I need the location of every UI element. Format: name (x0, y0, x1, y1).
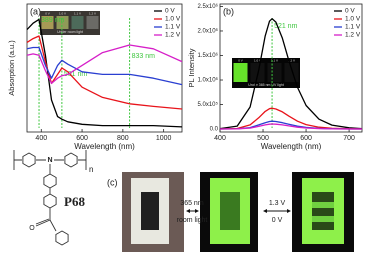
x-axis-label: Wavelength (nm) (74, 142, 135, 151)
inset-swatch (41, 16, 54, 29)
legend-label: 1.0 V (345, 16, 361, 23)
repeat-unit: n (89, 165, 93, 174)
atom-o: O (29, 225, 35, 232)
annotation: 501 nm (64, 71, 88, 78)
inset-caption: Under room light (57, 30, 83, 34)
film-active (220, 192, 240, 230)
ring (55, 230, 69, 246)
x-tick-label: 700 (343, 135, 355, 142)
ring (43, 173, 57, 189)
inset-label: 1.1 V (271, 58, 278, 62)
series-line (26, 18, 183, 128)
y-axis-label: Absorption (a.u.) (7, 40, 16, 96)
x-tick-label: 600 (76, 135, 88, 142)
series-line (219, 107, 363, 130)
x-tick-label: 800 (117, 135, 129, 142)
film-stripe (312, 202, 334, 208)
y-axis-label: PL Intensity (187, 48, 196, 87)
inset-swatch (233, 63, 248, 82)
legend-label: 1.2 V (165, 32, 181, 39)
ring (43, 193, 57, 209)
inset-label: 1.0 V (59, 11, 66, 15)
panel-label: (c) (107, 177, 118, 187)
arrow-label: 365 nm (180, 200, 204, 207)
x-tick-label: 400 (35, 135, 47, 142)
film-active (141, 192, 159, 230)
film-stripe (312, 216, 334, 222)
annotation: 389 nm (41, 17, 65, 24)
inset-swatch (267, 63, 282, 82)
series-line (26, 46, 183, 86)
ring (22, 152, 36, 168)
annotation: 833 nm (132, 53, 156, 60)
arrow-label: room light (177, 217, 208, 224)
inset-caption: Under 365 nm UV light (248, 83, 283, 87)
panel-label: (b) (223, 6, 234, 16)
x-axis-label: Wavelength (nm) (261, 142, 322, 151)
structure (13, 150, 87, 246)
x-tick-label: 400 (214, 135, 226, 142)
ring (64, 152, 78, 168)
inset-label: 0 V (45, 11, 50, 15)
film-active (312, 192, 334, 230)
series-line (26, 35, 183, 110)
series-line (219, 123, 362, 130)
series-line (219, 18, 363, 130)
inset-swatch (86, 16, 99, 29)
atom-n: N (47, 157, 52, 164)
arrow-label: 0 V (272, 217, 283, 224)
y-tick-label: 1.0x10⁶ (198, 77, 219, 84)
legend-label: 1.1 V (345, 24, 361, 31)
plot-frame (219, 3, 363, 133)
inset-label: 1.2 V (89, 11, 96, 15)
arrow-label: 1.3 V (269, 200, 286, 207)
legend-label: 0 V (345, 8, 355, 15)
inset-label: 1.1 V (74, 11, 81, 15)
y-tick-label: 2.0x10⁶ (198, 28, 219, 35)
annotation: 521 nm (274, 23, 298, 30)
x-tick-label: 1000 (156, 135, 172, 142)
y-tick-label: 0.0 (210, 127, 219, 133)
inset-swatch (56, 16, 69, 29)
legend-label: 1.1 V (165, 24, 181, 31)
series-line (26, 44, 183, 85)
plot-frame (26, 3, 183, 133)
x-tick-label: 600 (300, 135, 312, 142)
inset-label: 1.2 V (288, 58, 295, 62)
y-tick-label: 2.5x10⁶ (198, 3, 219, 10)
legend-label: 1.0 V (165, 16, 181, 23)
inset-swatch (284, 63, 299, 82)
polymer-label: P68 (64, 194, 85, 209)
legend-label: 1.2 V (345, 32, 361, 39)
legend-label: 0 V (165, 8, 175, 15)
y-tick-label: 5.0x10⁵ (197, 101, 218, 108)
bonds (13, 150, 87, 232)
inset-swatch (71, 16, 84, 29)
inset-label: 1.0 V (254, 58, 261, 62)
panel-label: (a) (30, 6, 41, 16)
inset-label: 0 V (238, 58, 243, 62)
x-tick-label: 500 (257, 135, 269, 142)
y-tick-label: 1.5x10⁶ (198, 52, 219, 59)
